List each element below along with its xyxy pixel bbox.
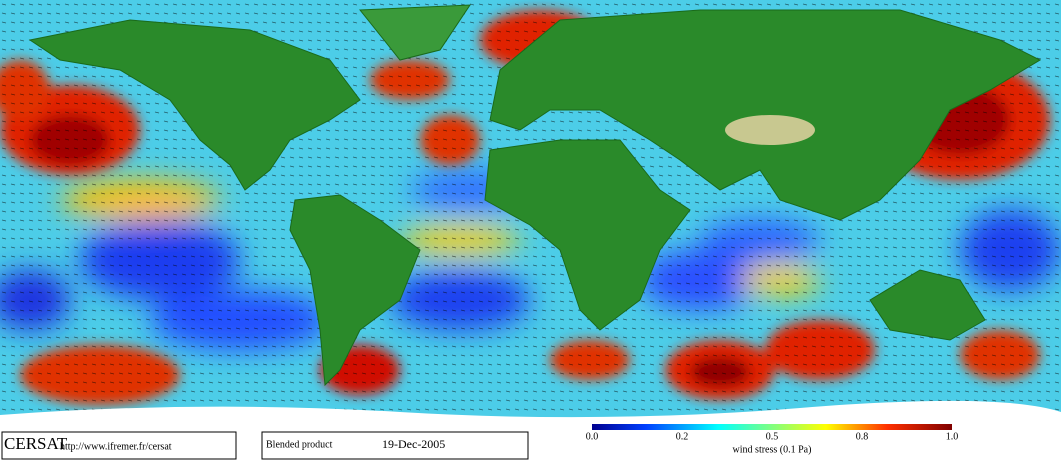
date: 19-Dec-2005 (382, 437, 445, 451)
logo: CERSAT (4, 434, 68, 453)
colorbar-tick-label: 0.2 (676, 431, 689, 442)
product: Blended product (266, 439, 333, 450)
colorbar-label: wind stress (0.1 Pa) (733, 444, 812, 455)
url: http://www.ifremer.fr/cersat (60, 441, 172, 452)
colorbar-tick-label: 0.5 (766, 431, 779, 442)
colorbar-tick-label: 0.0 (586, 431, 599, 442)
colorbar (592, 424, 952, 430)
continents (28, 4, 1042, 387)
map (0, 0, 1061, 430)
antarctica (0, 400, 1061, 430)
product-box (261, 431, 529, 460)
colorbar-tick-label: 0.8 (856, 431, 869, 442)
colorbar-tick-label: 1.0 (946, 431, 959, 442)
colorbar-ticks: 0.0 0.2 0.5 0.8 1.0 (586, 431, 959, 442)
logo-box (1, 431, 237, 460)
